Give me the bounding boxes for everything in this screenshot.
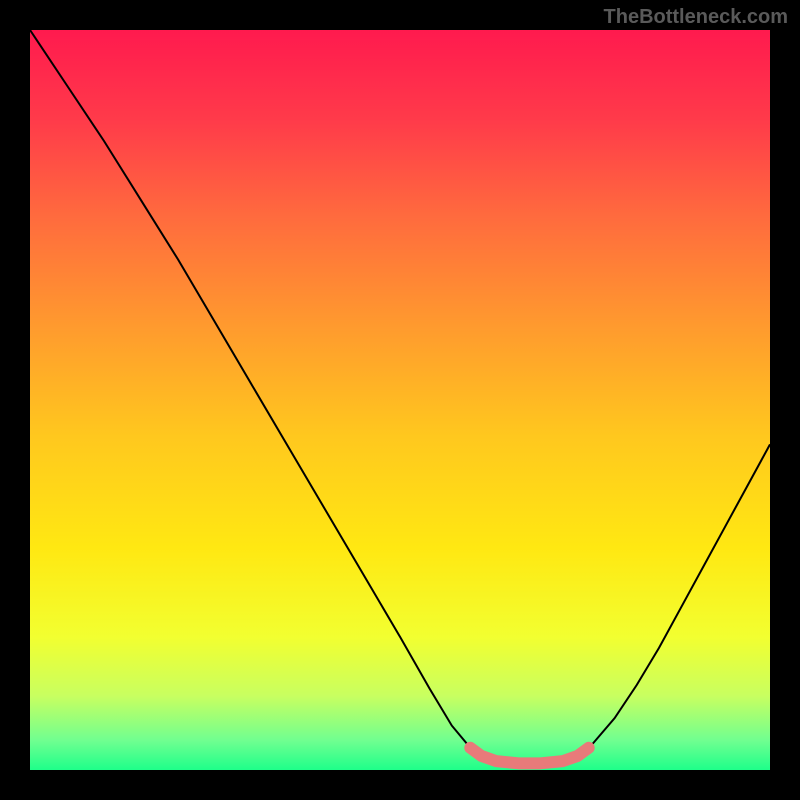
watermark-text: TheBottleneck.com xyxy=(604,6,788,29)
curve-svg xyxy=(30,30,770,770)
plot-area xyxy=(30,30,770,770)
chart-container: TheBottleneck.com xyxy=(0,0,800,800)
bottom-marker xyxy=(470,748,588,764)
main-curve xyxy=(30,30,770,765)
